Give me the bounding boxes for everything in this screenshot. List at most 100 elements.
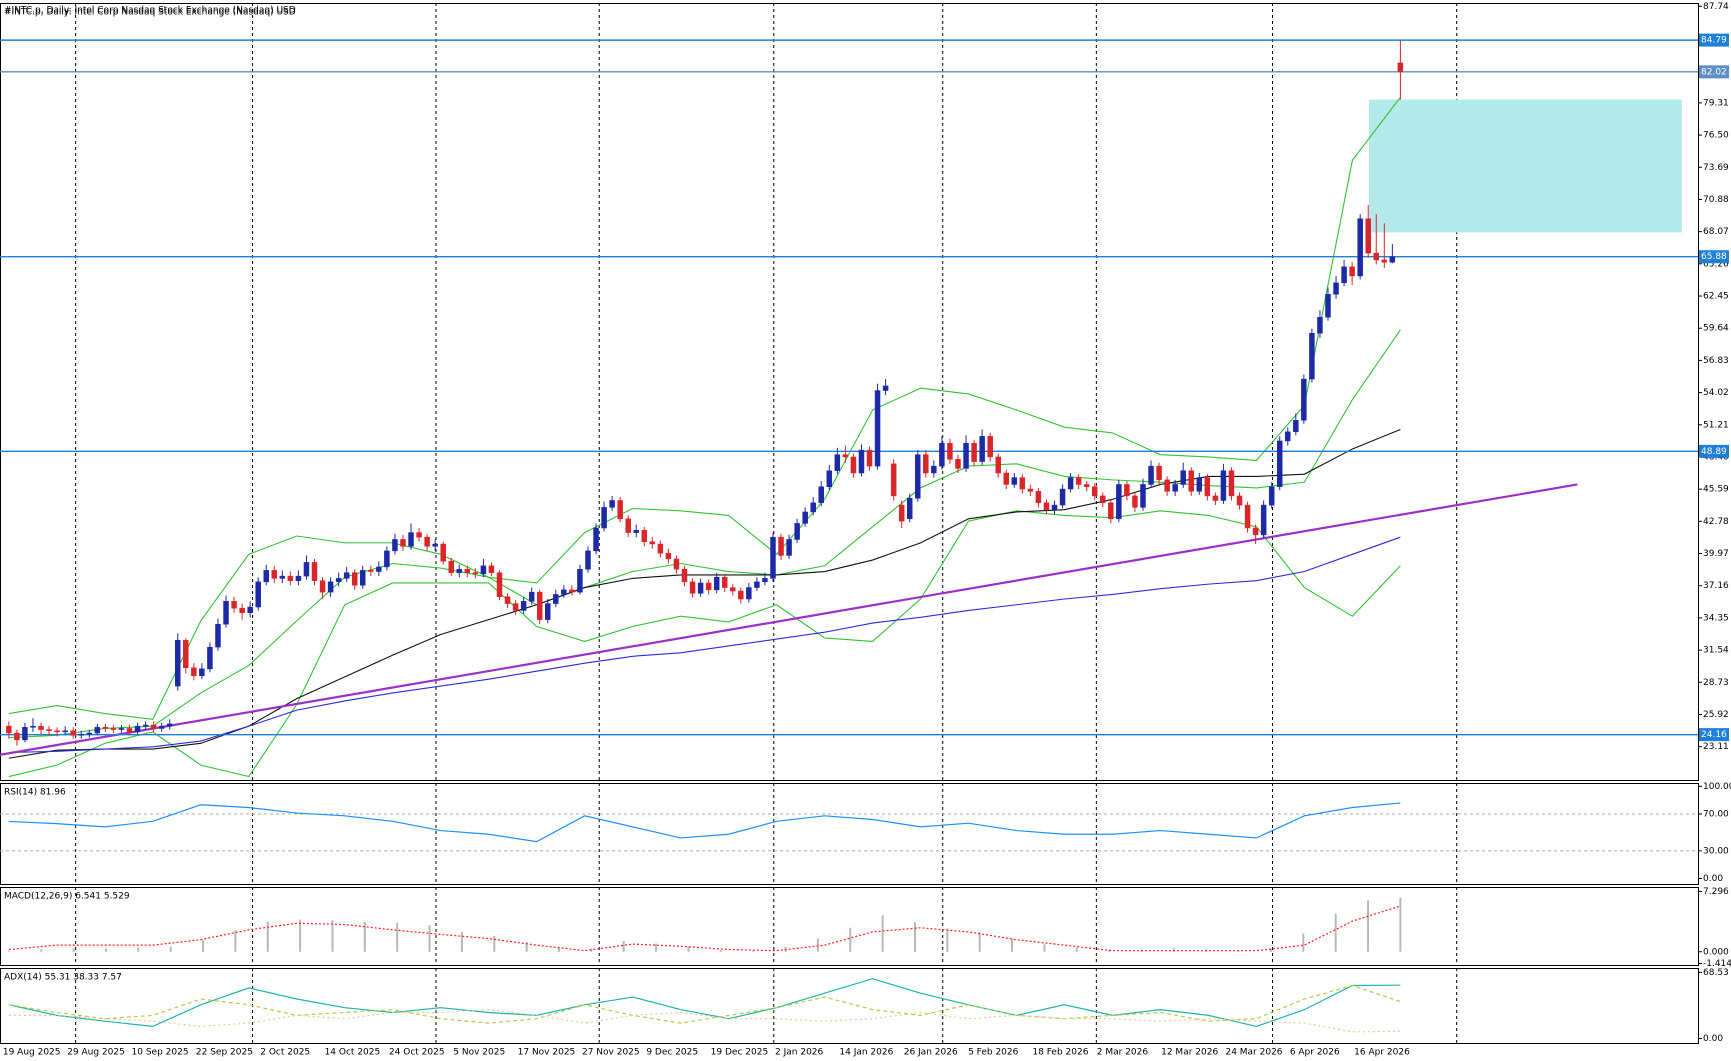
candle-body <box>1389 256 1396 263</box>
candle-body <box>343 572 350 579</box>
y-tick-label: 0.000 <box>1703 947 1729 957</box>
candle-body <box>295 575 302 581</box>
candle-body <box>1091 486 1098 497</box>
candle-body <box>955 459 961 469</box>
candle-body <box>134 725 141 733</box>
candle-body <box>802 511 808 524</box>
candle-body <box>255 581 261 608</box>
x-tick-label: 19 Dec 2025 <box>711 1048 769 1058</box>
level-label: 65.88 <box>1701 252 1727 262</box>
candle-body <box>1204 477 1211 497</box>
x-tick-label: 9 Dec 2025 <box>646 1048 698 1058</box>
indicator-line <box>8 802 1401 843</box>
y-tick-label: 79.31 <box>1703 98 1729 108</box>
candle-body <box>609 500 615 508</box>
y-tick-label: 51.21 <box>1703 420 1729 430</box>
candle-body <box>1188 470 1194 492</box>
candle-body <box>713 576 720 591</box>
panel-frame <box>0 783 1699 885</box>
candle-body <box>1309 333 1315 380</box>
candle-body <box>577 568 583 593</box>
candle-body <box>923 454 929 474</box>
candle-body <box>681 568 688 583</box>
x-tick-label: 5 Feb 2026 <box>968 1048 1019 1058</box>
x-tick-label: 19 Aug 2025 <box>3 1048 61 1058</box>
candle-body <box>730 587 736 592</box>
panel-title: RSI(14) 81.96 <box>4 788 66 798</box>
x-tick-label: 14 Oct 2025 <box>325 1048 381 1058</box>
candle-body <box>754 581 760 588</box>
candle-body <box>416 532 422 538</box>
candle-body <box>705 582 712 591</box>
candle-body <box>448 560 454 573</box>
candle-body <box>1293 420 1299 433</box>
candle-body <box>1051 504 1058 510</box>
candle-body <box>496 572 503 597</box>
y-tick-label: 65.26 <box>1703 259 1729 269</box>
y-tick-label: 39.97 <box>1703 549 1729 559</box>
candle-body <box>649 541 656 545</box>
candle-body <box>70 730 76 736</box>
candle-body <box>1212 495 1219 501</box>
x-tick-label: 6 Apr 2026 <box>1290 1048 1340 1058</box>
panel-title: ADX(14) 55.31 38.33 7.57 <box>4 973 122 983</box>
candle-body <box>1285 431 1291 442</box>
y-tick-label: 68.07 <box>1703 227 1729 237</box>
y-tick-label: 42.78 <box>1703 517 1729 527</box>
candle-body <box>1148 465 1154 485</box>
candle-body <box>939 442 945 467</box>
y-tick-label: 30.00 <box>1703 846 1729 856</box>
candle-body <box>1260 504 1267 536</box>
candle-body <box>810 502 816 513</box>
candle-body <box>1397 62 1404 73</box>
candle-body <box>786 539 792 556</box>
candle-body <box>1075 477 1082 485</box>
candle-body <box>641 530 648 542</box>
candle-body <box>1140 484 1146 508</box>
candle-body <box>1365 218 1371 254</box>
candle-body <box>721 576 728 588</box>
candle-body <box>1341 266 1347 284</box>
candle-body <box>1252 527 1259 536</box>
candle-body <box>665 552 672 560</box>
candle-body <box>1349 266 1355 277</box>
candle-body <box>1067 477 1074 490</box>
candle-body <box>271 570 278 579</box>
y-tick-label: 70.00 <box>1703 809 1729 819</box>
candle-body <box>191 667 197 677</box>
candle-body <box>150 724 157 729</box>
candle-body <box>882 385 889 391</box>
candle-body <box>392 539 398 552</box>
candle-body <box>239 607 245 614</box>
candle-body <box>995 456 1001 474</box>
candle-body <box>1301 378 1307 421</box>
level-label-bg <box>1699 65 1729 79</box>
y-tick-label: 100.00 <box>1703 782 1731 792</box>
candle-body <box>1180 470 1186 485</box>
candle-body <box>166 723 173 727</box>
indicator-line <box>8 984 1401 1024</box>
x-tick-label: 5 Nov 2025 <box>453 1048 505 1058</box>
candle-body <box>689 581 696 594</box>
candle-body <box>311 562 318 581</box>
candle-body <box>528 591 535 602</box>
candle-body <box>585 550 591 570</box>
indicator-line <box>8 905 1401 952</box>
candle-body <box>464 568 471 573</box>
candle-body <box>673 558 680 570</box>
indicator-line <box>8 510 1401 778</box>
candle-body <box>335 578 342 583</box>
y-tick-label: -1.414 <box>1703 959 1731 969</box>
candle-body <box>1100 495 1106 504</box>
candle-body <box>1027 488 1034 492</box>
y-tick-label: 70.88 <box>1703 195 1729 205</box>
candle-body <box>94 727 101 734</box>
candle-body <box>561 589 567 595</box>
candle-body <box>1083 484 1090 487</box>
candle-body <box>279 575 286 579</box>
candle-body <box>1108 502 1114 520</box>
y-tick-label: 34.35 <box>1703 613 1729 623</box>
candle-body <box>158 725 165 729</box>
candle-body <box>424 536 430 547</box>
candle-body <box>175 639 181 687</box>
